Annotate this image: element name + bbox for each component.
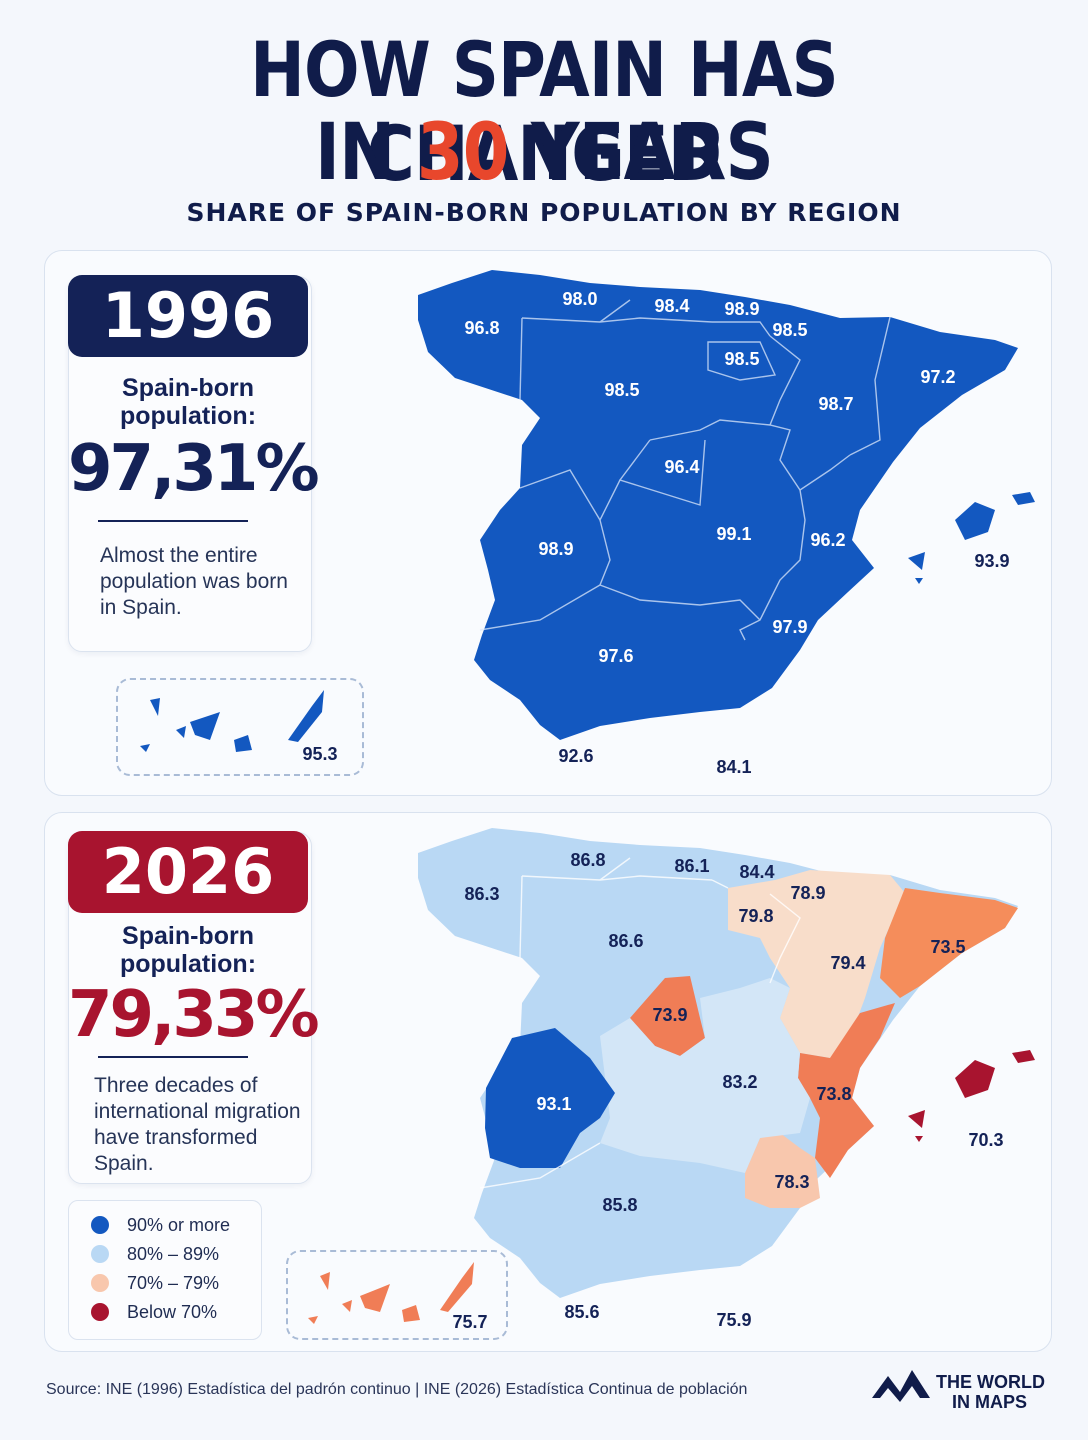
label-1996-andalusia: 97.6 [598,646,633,666]
subtitle: SHARE OF SPAIN-BORN POPULATION BY REGION [186,198,902,227]
label-1996-melilla: 84.1 [716,757,751,777]
region-madrid-2026 [630,976,705,1056]
label-2026: Spain-born population: [119,922,257,978]
year-badge-1996: 1996 [68,275,308,357]
balearic-islands-1996 [908,492,1035,584]
label-2026-galicia: 86.3 [464,884,499,904]
region-murcia-2026 [745,1133,820,1208]
canary-islands-2026 [308,1262,474,1324]
label-1996-extremadura: 98.9 [538,539,573,559]
title-line-2: IN 30 YEARS [76,110,1012,196]
label-1996-asturias: 98.0 [562,289,597,309]
legend-label: 90% or more [127,1215,231,1235]
legend-swatch [91,1303,109,1321]
legend-swatch [91,1274,109,1292]
legend-label: Below 70% [127,1302,218,1322]
description-1996: Almost the entire population was born in… [100,544,288,619]
title-line-2-end: YEARS [508,108,774,198]
label-2026-murcia: 78.3 [774,1172,809,1192]
divider-2026 [98,1056,248,1058]
region-valencia-2026 [798,1003,895,1178]
label-1996-cantabria: 98.4 [654,296,689,316]
label-1996-murcia: 97.9 [772,617,807,637]
year-badge-2026: 2026 [68,831,308,913]
label-1996-navarre: 98.5 [772,320,807,340]
label-2026-ceuta: 85.6 [564,1302,599,1322]
label-2026-melilla: 75.9 [716,1310,751,1330]
label-1996-galicia: 96.8 [464,318,499,338]
brand-line-1: THE WORLD [936,1372,1045,1392]
map-2026: 86.3 86.8 86.1 84.4 78.9 79.8 86.6 79.4 … [418,828,1035,1330]
region-labels-2026: 86.3 86.8 86.1 84.4 78.9 79.8 86.6 79.4 … [464,850,1003,1330]
label-2026-valencia: 73.8 [816,1084,851,1104]
legend-label: 80% – 89% [127,1244,220,1264]
label-1996-valencia: 96.2 [810,530,845,550]
label-2026-asturias: 86.8 [570,850,605,870]
value-2026: 79,33% [68,978,320,1052]
balearic-islands-2026 [908,1050,1035,1142]
legend-swatch [91,1245,109,1263]
mountain-logo-icon [872,1370,930,1402]
source-text: Source: INE (1996) Estadística del padró… [46,1381,748,1398]
title-line-2-start: IN [314,108,417,198]
label-2026-andalusia: 85.8 [602,1195,637,1215]
title-line-1: HOW SPAIN HAS CHANGED [250,25,838,198]
label-2026-canary: 75.7 [452,1312,487,1332]
divider-1996 [98,520,248,522]
label-2026-madrid: 73.9 [652,1005,687,1025]
label-1996-ceuta: 92.6 [558,746,593,766]
label-2026-cantabria: 86.1 [674,856,709,876]
description-2026: Three decades of international migration… [94,1074,301,1175]
region-fills-2026 [485,870,1018,1208]
region-aragon-navarre-rioja-2026 [728,870,905,1058]
label-1996-madrid: 96.4 [664,457,699,477]
region-extremadura-2026 [485,1028,615,1168]
brand-name: THE WORLD IN MAPS [936,1372,1045,1412]
region-labels-1996: 96.8 98.0 98.4 98.9 98.5 98.5 98.5 98.7 … [302,289,1009,777]
label-1996-basque: 98.9 [724,299,759,319]
label-1996-canary: 95.3 [302,744,337,764]
canary-inset-2026 [286,1250,508,1340]
label-2026-balearic: 70.3 [968,1130,1003,1150]
legend: 90% or more 80% – 89% 70% – 79% Below 70… [68,1200,262,1340]
label-1996-la-rioja: 98.5 [724,349,759,369]
canary-inset-1996 [116,678,364,776]
label-2026-la-rioja: 79.8 [738,906,773,926]
map-1996: 96.8 98.0 98.4 98.9 98.5 98.5 98.5 98.7 … [140,270,1035,777]
title-highlight-30: 30 [416,108,509,198]
label-1996-catalonia: 97.2 [920,367,955,387]
label-1996-aragon: 98.7 [818,394,853,414]
canary-islands-1996 [140,690,324,752]
label-2026-aragon: 79.4 [830,953,865,973]
region-castilla-la-mancha-2026 [600,978,810,1173]
label-2026-castile-leon: 86.6 [608,931,643,951]
value-1996: 97,31% [68,432,320,506]
brand-line-2: IN MAPS [952,1392,1028,1412]
label-2026-castilla-la-mancha: 83.2 [722,1072,757,1092]
legend-swatch [91,1216,109,1234]
region-borders-2026 [479,857,801,1189]
label-2026-catalonia: 73.5 [930,937,965,957]
label-2026-basque: 84.4 [739,862,774,882]
spain-landmass-1996 [418,270,1018,740]
label-1996-balearic: 93.9 [974,551,1009,571]
legend-label: 70% – 79% [127,1273,220,1293]
label-1996-castilla-la-mancha: 99.1 [716,524,751,544]
region-catalonia-2026 [880,888,1018,998]
label-1996-castile-leon: 98.5 [604,380,639,400]
label-1996: Spain-born population: [119,374,257,430]
label-2026-extremadura: 93.1 [536,1094,571,1114]
region-borders-1996 [479,299,891,641]
label-2026-navarre: 78.9 [790,883,825,903]
